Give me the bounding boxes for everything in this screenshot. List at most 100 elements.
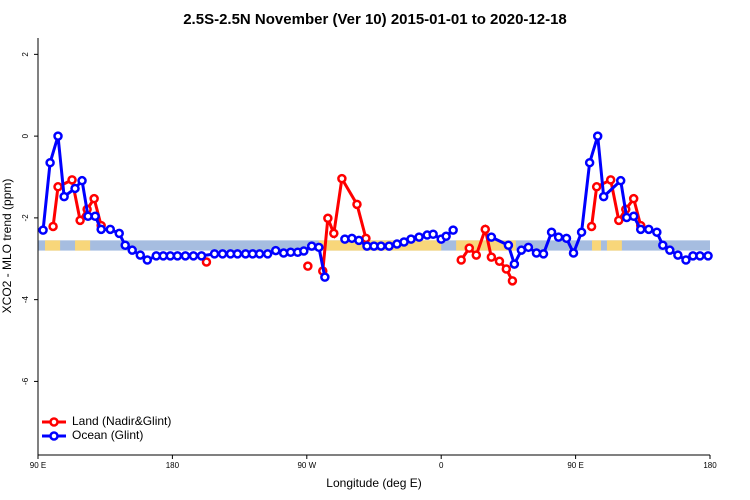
data-point	[703, 251, 713, 261]
data-point	[553, 232, 564, 242]
data-point	[538, 249, 549, 259]
x-tick-label: 90 E	[30, 461, 46, 470]
data-point	[96, 224, 106, 235]
y-tick-label: 2	[21, 52, 30, 57]
y-tick-label: -2	[21, 214, 30, 222]
data-point	[70, 183, 80, 194]
land-span	[45, 240, 61, 251]
data-point	[209, 249, 220, 259]
x-tick-label: 180	[166, 461, 180, 470]
chart-title: 2.5S-2.5N November (Ver 10) 2015-01-01 t…	[183, 11, 567, 28]
land-span	[456, 240, 516, 251]
data-point	[53, 182, 63, 192]
data-point	[428, 229, 438, 239]
y-axis-label: XCO2 - MLO trend (ppm)	[0, 179, 14, 314]
data-point	[105, 224, 116, 235]
land-span	[606, 240, 622, 251]
data-point	[509, 259, 520, 269]
legend-marker	[49, 417, 59, 427]
data-point	[323, 213, 333, 224]
data-point	[628, 193, 639, 204]
data-point	[188, 251, 199, 261]
data-point	[695, 251, 705, 261]
data-point	[523, 242, 534, 253]
data-point	[299, 246, 309, 256]
data-point	[441, 231, 451, 242]
data-point	[329, 228, 339, 239]
data-point	[644, 224, 654, 235]
data-point	[586, 221, 597, 232]
x-axis-label: Longitude (deg E)	[326, 476, 421, 490]
data-point	[605, 175, 616, 185]
data-point	[53, 131, 63, 141]
x-tick-label: 180	[703, 461, 717, 470]
data-point	[196, 251, 207, 261]
data-point	[254, 249, 265, 259]
data-point	[480, 224, 491, 235]
data-point	[114, 228, 124, 239]
data-point	[262, 249, 273, 259]
data-point	[270, 245, 281, 256]
data-point	[561, 233, 572, 244]
data-point	[584, 157, 595, 168]
data-point	[494, 256, 505, 266]
data-point	[172, 251, 183, 261]
data-point	[180, 251, 191, 261]
data-point	[665, 245, 675, 255]
data-point	[232, 249, 243, 259]
data-point	[598, 191, 609, 202]
data-point	[303, 261, 313, 271]
data-point	[354, 235, 364, 246]
data-point	[591, 182, 602, 192]
data-point	[127, 245, 137, 255]
data-point	[135, 250, 146, 260]
data-point	[614, 215, 624, 226]
data-point	[546, 227, 557, 237]
data-point	[628, 211, 639, 221]
data-point	[77, 175, 87, 186]
y-tick-label: -4	[21, 296, 30, 304]
data-point	[464, 243, 475, 253]
data-point	[658, 240, 668, 251]
data-point	[320, 272, 330, 282]
data-point	[217, 249, 228, 259]
data-point	[75, 215, 85, 226]
legend-marker	[49, 431, 59, 441]
data-point	[507, 276, 518, 286]
data-point	[376, 241, 386, 251]
land-span	[75, 240, 91, 251]
data-point	[90, 211, 100, 221]
land-span	[592, 240, 601, 251]
data-point	[201, 257, 212, 267]
legend-label: Ocean (Glint)	[72, 428, 143, 442]
data-point	[673, 250, 683, 260]
data-point	[568, 248, 579, 258]
data-point	[337, 173, 347, 184]
data-point	[448, 225, 458, 235]
data-point	[503, 240, 514, 251]
data-point	[414, 232, 424, 242]
data-point	[576, 227, 587, 237]
data-point	[59, 191, 69, 202]
data-point	[142, 255, 153, 265]
data-point	[456, 255, 466, 265]
x-tick-label: 0	[439, 461, 444, 470]
y-tick-label: 0	[21, 133, 30, 138]
data-point	[352, 199, 362, 210]
data-point	[652, 227, 662, 237]
data-point	[120, 240, 130, 251]
x-tick-label: 90 E	[567, 461, 583, 470]
data-point	[38, 225, 48, 235]
data-point	[635, 224, 646, 235]
data-point	[501, 264, 512, 274]
data-point	[406, 234, 416, 244]
data-point	[681, 255, 691, 265]
y-tick-label: -6	[21, 377, 30, 385]
data-point	[592, 131, 603, 141]
data-point	[45, 157, 55, 168]
data-point	[615, 175, 626, 186]
data-point	[486, 252, 497, 262]
legend-label: Land (Nadir&Glint)	[72, 414, 171, 428]
data-point	[89, 193, 99, 204]
